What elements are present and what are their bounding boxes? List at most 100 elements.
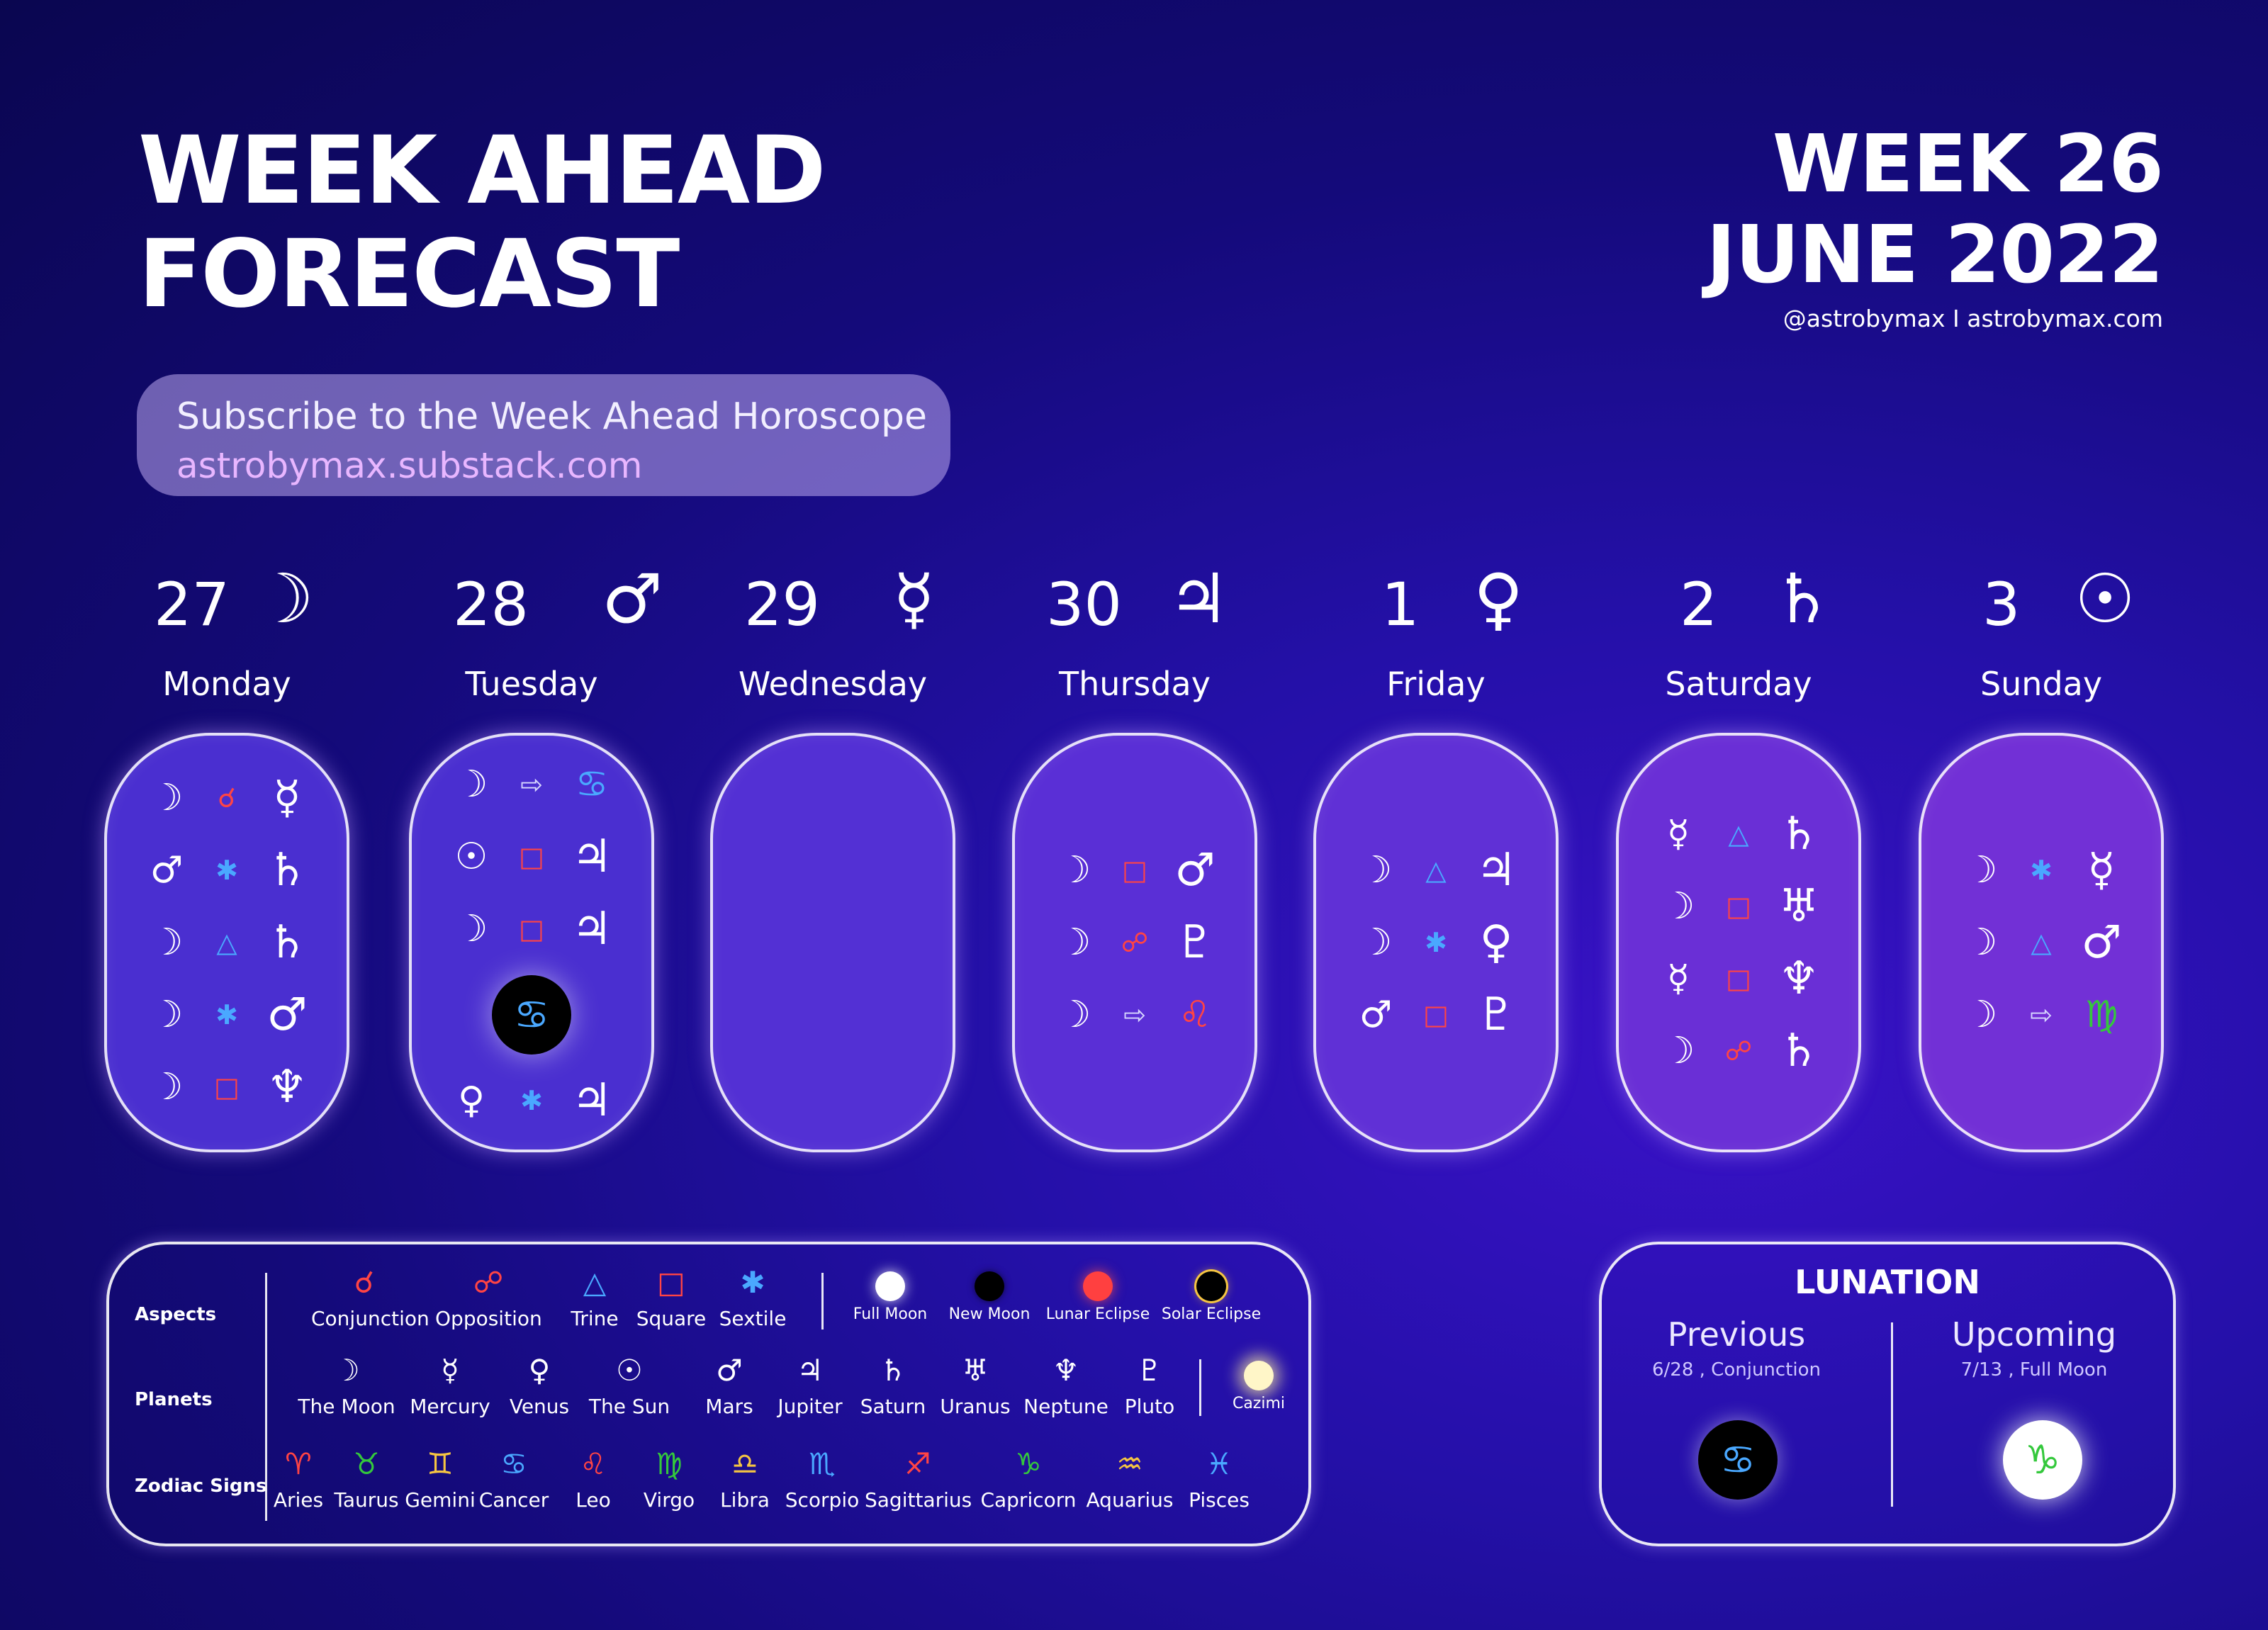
day-aspect-card[interactable]: ☽ ✱ ☿ ☽ △ ♂ ☽ ⇨ ♍ (1919, 733, 2164, 1152)
mars-icon: ♂ (602, 559, 663, 639)
legend-aspect-trine: △ Trine (541, 1263, 648, 1330)
day-column: 29 ☿ Wednesday (710, 560, 955, 703)
lunation-upcoming: Upcoming 7/13 , Full Moon (1899, 1315, 2169, 1381)
legend-aspect-square-icon: □ (657, 1265, 685, 1300)
legend-planet-neptune-label: Neptune (1023, 1395, 1108, 1418)
legend-aspect-sextile: ✱ Sextile (700, 1263, 806, 1330)
day-header: 30 ♃ (1012, 559, 1257, 639)
previous-label: Previous (1667, 1315, 1806, 1354)
legend-aspect-trine-label: Trine (571, 1307, 619, 1330)
cazimi-label: Cazimi (1232, 1395, 1286, 1412)
legend-sign-capricorn: ♑ Capricorn (975, 1444, 1082, 1512)
legend-planet-saturn-icon: ♄ (880, 1353, 906, 1388)
aspect-row: ♂ □ ♇ (1316, 979, 1556, 1051)
planet-glyph: ☿ (2087, 844, 2116, 896)
legend-moon-label: New Moon (948, 1305, 1031, 1323)
aspect-row: ☽ ⇨ ♍ (1921, 979, 2161, 1051)
legend-sign-libra-icon: ♎ (731, 1446, 758, 1481)
legend-planet-the-moon: ☽ The Moon (293, 1351, 400, 1418)
aspect-row: ☿ △ ♄ (1619, 798, 1858, 870)
upcoming-detail: 7/13 , Full Moon (1960, 1359, 2108, 1381)
day-column: 27 ☽ Monday (104, 560, 349, 703)
legend-aspect-conjunction: ☌ Conjunction (311, 1263, 430, 1330)
legend-planet-saturn-label: Saturn (860, 1395, 926, 1418)
aspect-row: ☽ ☌ ☿ (107, 762, 347, 834)
day-aspect-card[interactable] (710, 733, 955, 1152)
legend-sign-leo-icon: ♌ (580, 1446, 607, 1481)
aspect-row: ☽ ✱ ♂ (107, 979, 347, 1051)
legend-category-planets: Planets (135, 1389, 213, 1410)
trine-icon: △ (216, 927, 237, 958)
subscribe-banner[interactable]: Subscribe to the Week Ahead Horoscope as… (137, 374, 950, 496)
aspect-row: ☽ ☍ ♇ (1015, 906, 1254, 979)
legend-sign-pisces-icon: ♓ (1206, 1446, 1233, 1481)
legend-planet-uranus-label: Uranus (940, 1395, 1011, 1418)
weekday-label: Monday (162, 665, 291, 703)
legend-aspect-opposition: ☍ Opposition (435, 1263, 542, 1330)
day-aspect-card[interactable]: ☽ □ ♂ ☽ ☍ ♇ ☽ ⇨ ♌ (1012, 733, 1257, 1152)
cazimi-icon (1244, 1361, 1274, 1390)
legend-sign-gemini: ♊ Gemini (387, 1444, 493, 1512)
legend-divider-aspects (821, 1273, 824, 1330)
legend-planet-venus-icon: ♀ (528, 1353, 551, 1388)
aspect-row: ☽ □ ♅ (1619, 870, 1858, 943)
legend-sign-libra: ♎ Libra (692, 1444, 798, 1512)
legend-planet-the-moon-label: The Moon (298, 1395, 395, 1418)
planet-glyph: ☽ (1964, 849, 1998, 892)
sextile-icon: ✱ (1425, 927, 1447, 958)
legend-sign-leo: ♌ Leo (540, 1444, 646, 1512)
legend-moon-phase: Full Moon (837, 1266, 943, 1323)
legend-planet-the-sun-label: The Sun (588, 1395, 670, 1418)
legend-planet-mercury-icon: ☿ (441, 1353, 459, 1388)
planet-glyph: ☽ (454, 763, 488, 806)
moon-icon: ☽ (253, 559, 315, 639)
planet-glyph: ♇ (1476, 989, 1517, 1041)
planet-glyph: ♃ (1476, 844, 1517, 896)
day-number: 28 (453, 570, 529, 639)
day-number: 3 (1982, 570, 2021, 639)
legend-planet-pluto: ♇ Pluto (1096, 1351, 1203, 1418)
planet-glyph: ♃ (571, 831, 612, 883)
legend-sign-cancer-label: Cancer (478, 1488, 549, 1512)
full-moon-icon (875, 1271, 905, 1301)
opposition-icon: ☍ (1724, 1035, 1753, 1067)
day-aspect-card[interactable]: ☽ ☌ ☿ ♂ ✱ ♄ ☽ △ ♄ ☽ ✱ ♂ ☽ □ ♆ (104, 733, 349, 1152)
legend-aspect-sextile-label: Sextile (719, 1307, 787, 1330)
legend-sign-virgo: ♍ Virgo (616, 1444, 722, 1512)
day-aspect-card[interactable]: ☽ ⇨ ♋ ☉ □ ♃ ☽ □ ♃ ♋ ♀ ✱ ♃ (409, 733, 654, 1152)
planet-glyph: ♆ (1778, 952, 1819, 1005)
day-number: 2 (1680, 570, 1718, 639)
lunar-eclipse-icon (1083, 1271, 1113, 1301)
planet-glyph: ♄ (266, 916, 308, 969)
solar-eclipse-icon (1196, 1271, 1226, 1301)
legend-sign-aquarius-label: Aquarius (1086, 1488, 1174, 1512)
weekday-label: Wednesday (738, 665, 928, 703)
legend-sign-gemini-icon: ♊ (427, 1446, 454, 1481)
planet-glyph: ☿ (1667, 813, 1690, 855)
planet-glyph: ♍ (2084, 994, 2118, 1036)
legend-planet-pluto-icon: ♇ (1136, 1353, 1163, 1388)
lunation-panel: LUNATION Previous 6/28 , Conjunction Upc… (1599, 1242, 2176, 1546)
day-aspect-card[interactable]: ☿ △ ♄ ☽ □ ♅ ☿ □ ♆ ☽ ☍ ♄ (1616, 733, 1861, 1152)
legend-planet-venus: ♀ Venus (486, 1351, 593, 1418)
planet-glyph: ♀ (457, 1079, 485, 1122)
legend-sign-capricorn-icon: ♑ (1015, 1446, 1042, 1481)
legend-sign-aries: ♈ Aries (245, 1444, 352, 1512)
planet-glyph: ☽ (454, 908, 488, 950)
subscribe-link[interactable]: astrobymax.substack.com (176, 445, 643, 486)
day-number: 1 (1381, 570, 1420, 639)
legend-planet-mars-label: Mars (705, 1395, 753, 1418)
aspect-row: ☽ □ ♆ (107, 1051, 347, 1123)
legend-sign-aquarius: ♒ Aquarius (1077, 1444, 1183, 1512)
planet-glyph: ☿ (273, 772, 301, 824)
jupiter-icon: ♃ (1168, 559, 1230, 639)
legend-planet-the-sun: ☉ The Sun (576, 1351, 683, 1418)
planet-glyph: ☽ (1359, 849, 1393, 892)
legend-sign-capricorn-label: Capricorn (980, 1488, 1077, 1512)
handle-link[interactable]: @astrobymax I astrobymax.com (1783, 305, 2163, 332)
title-line-1: WEEK AHEAD (138, 116, 826, 225)
sun-icon: ☉ (2075, 559, 2136, 639)
day-header: 1 ♀ (1313, 560, 1559, 639)
day-aspect-card[interactable]: ☽ △ ♃ ☽ ✱ ♀ ♂ □ ♇ (1313, 733, 1559, 1152)
planet-glyph: ☽ (1964, 921, 1998, 964)
